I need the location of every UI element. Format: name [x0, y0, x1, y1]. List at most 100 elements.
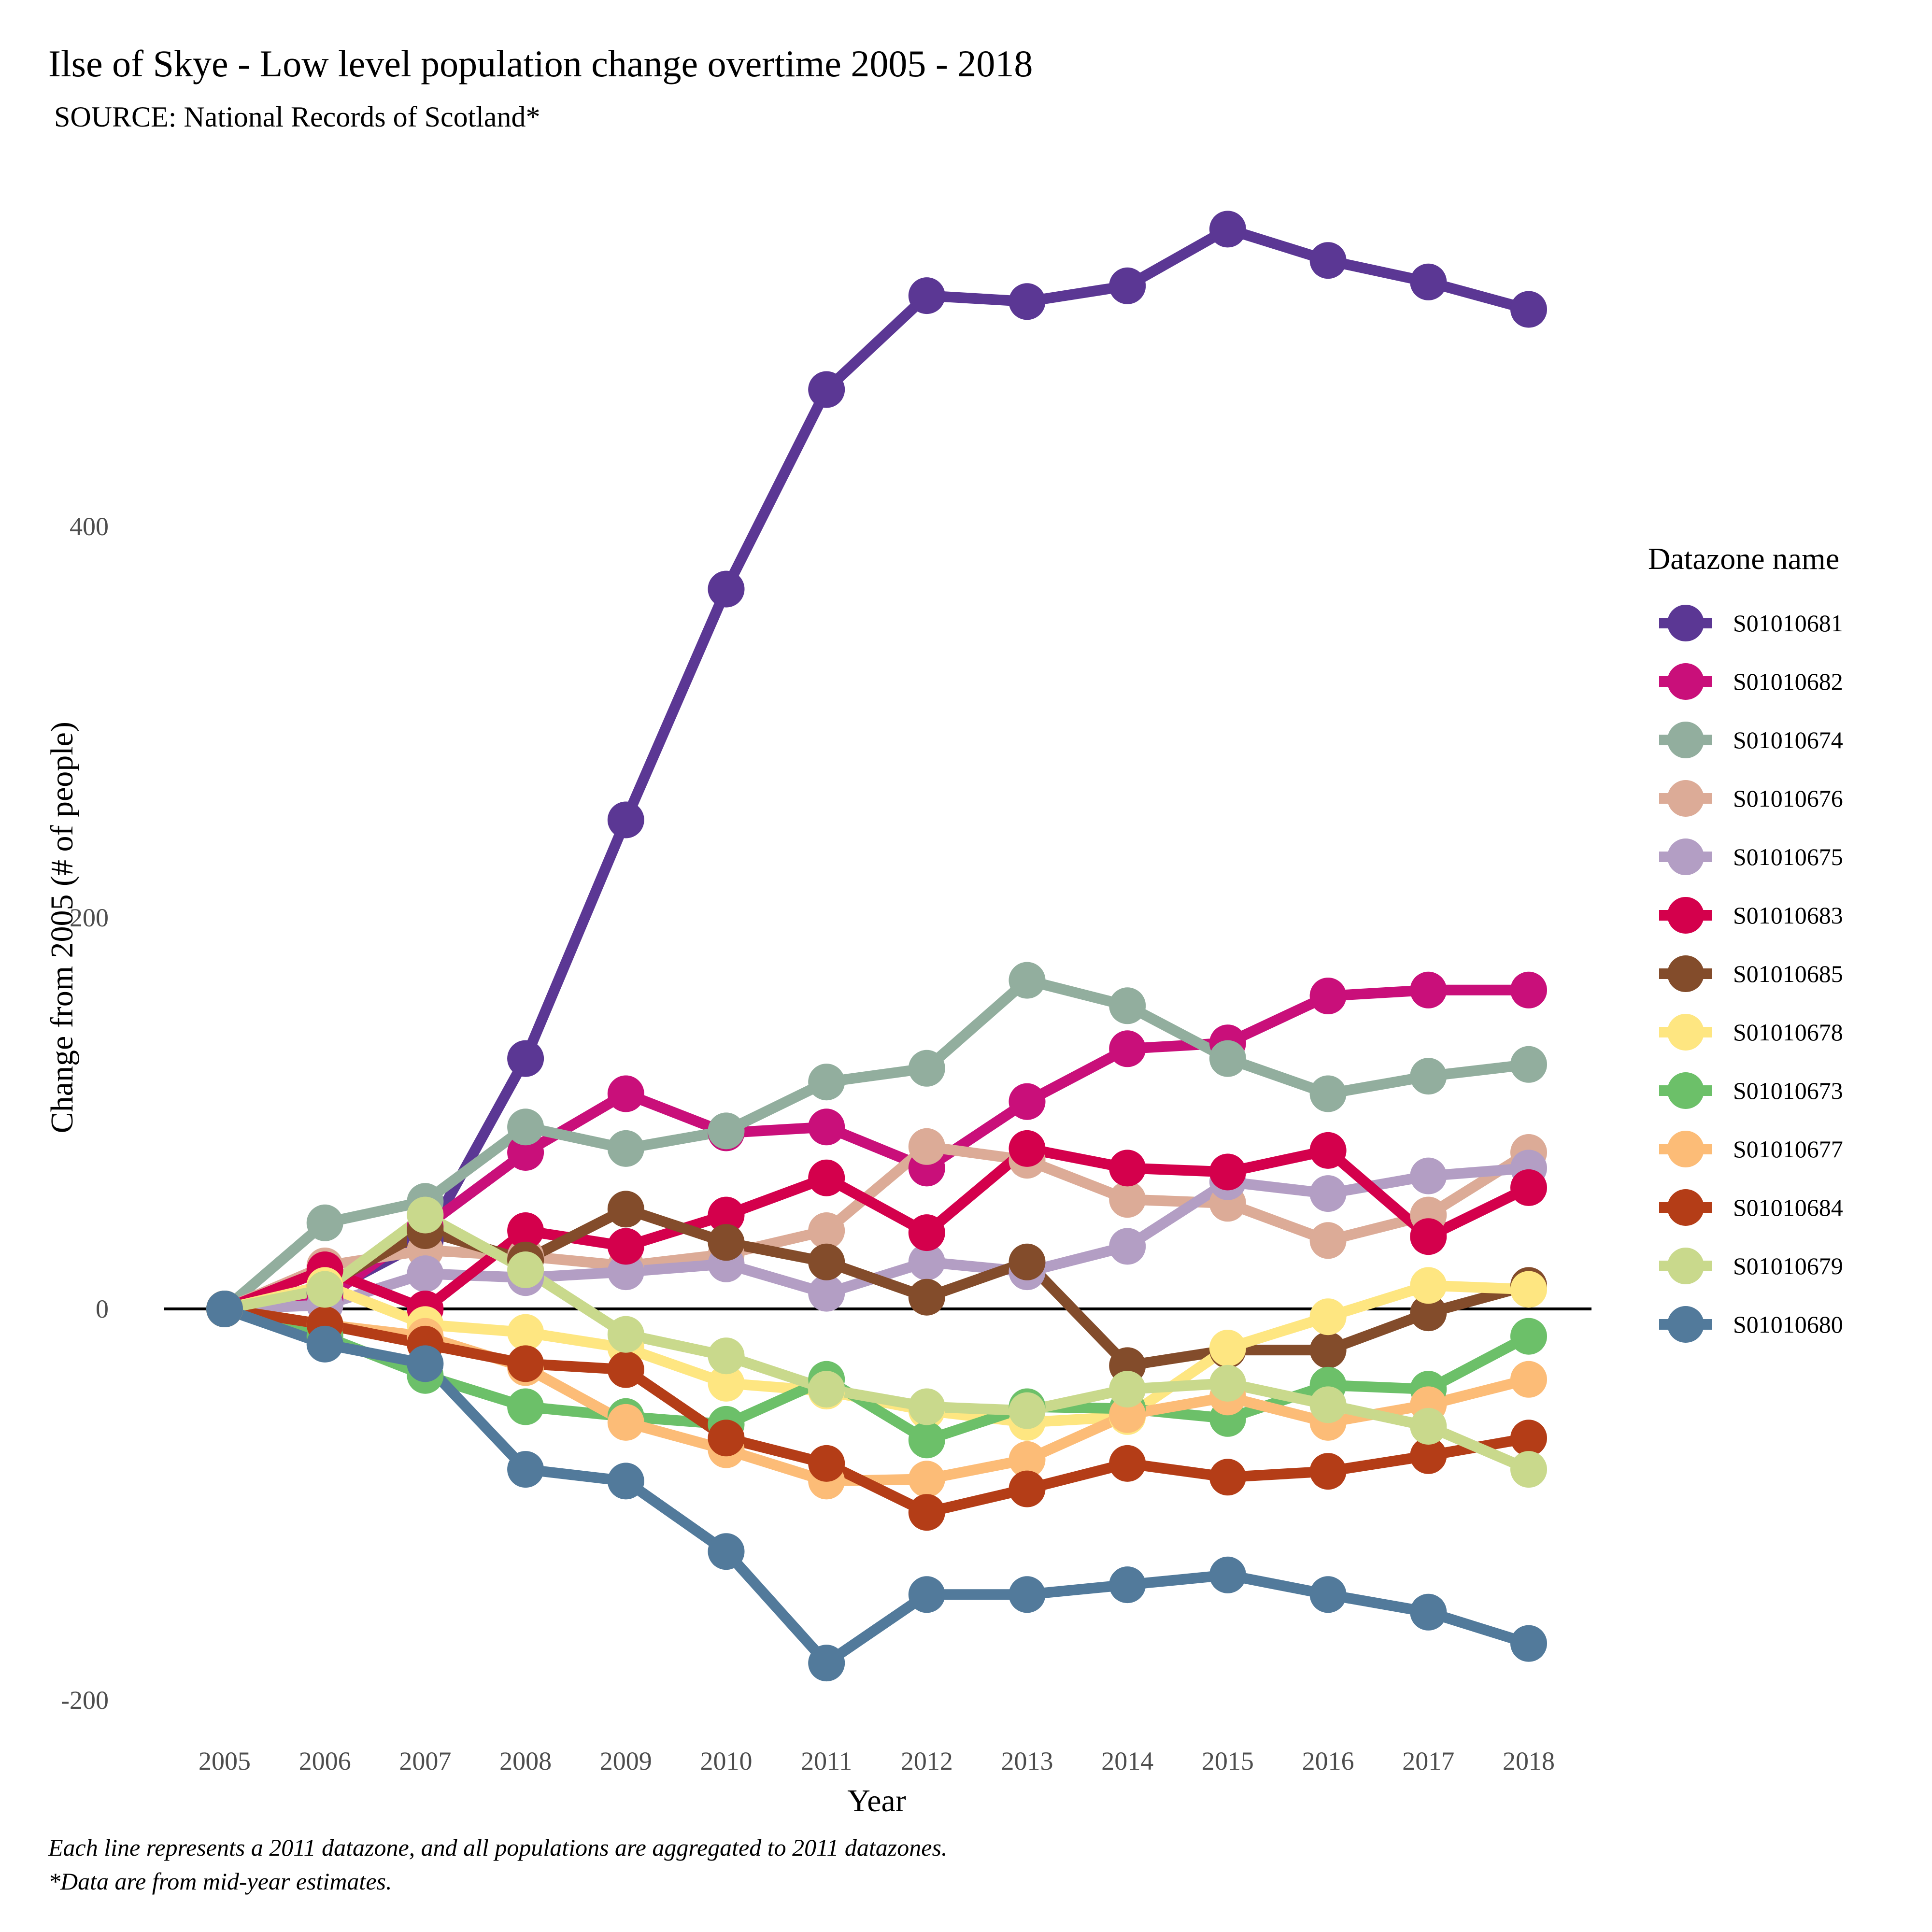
data-point-S01010683-2017: [1410, 1218, 1447, 1255]
data-point-S01010675-2016: [1309, 1175, 1347, 1212]
data-point-S01010679-2009: [607, 1316, 644, 1353]
legend-key-point: [1667, 1306, 1704, 1343]
data-point-S01010675-2017: [1410, 1157, 1447, 1194]
legend-item-S01010684: S01010684: [1659, 1189, 1843, 1226]
data-point-S01010684-2017: [1410, 1437, 1447, 1474]
caption-line-1: Each line represents a 2011 datazone, an…: [48, 1834, 947, 1861]
data-point-S01010676-2012: [908, 1128, 945, 1165]
data-point-S01010680-2009: [607, 1463, 644, 1500]
legend-item-S01010673: S01010673: [1659, 1072, 1843, 1109]
legend-item-S01010675: S01010675: [1659, 838, 1843, 875]
data-point-S01010678-2015: [1209, 1330, 1246, 1366]
legend-label: S01010683: [1733, 902, 1843, 929]
legend-key-point: [1667, 605, 1704, 641]
data-point-S01010684-2018: [1510, 1420, 1547, 1457]
data-point-S01010679-2015: [1209, 1364, 1246, 1402]
data-point-S01010681-2010: [708, 570, 745, 608]
chart-title: Ilse of Skye - Low level population chan…: [48, 43, 1033, 85]
data-point-S01010684-2009: [607, 1351, 644, 1388]
legend-key-point: [1667, 1072, 1704, 1109]
data-point-S01010677-2014: [1109, 1396, 1146, 1433]
legend-key-point: [1667, 1131, 1704, 1167]
legend-item-S01010674: S01010674: [1659, 722, 1843, 758]
legend-label: S01010676: [1733, 785, 1843, 812]
y-tick-label: 0: [96, 1294, 109, 1323]
data-point-S01010681-2011: [808, 371, 845, 408]
legend-label: S01010682: [1733, 668, 1843, 695]
data-point-S01010681-2016: [1309, 242, 1347, 279]
data-point-S01010680-2005: [206, 1291, 243, 1327]
data-point-S01010675-2007: [407, 1255, 444, 1293]
data-point-S01010679-2017: [1410, 1408, 1447, 1445]
legend-item-S01010679: S01010679: [1659, 1248, 1843, 1284]
data-point-S01010682-2018: [1510, 971, 1547, 1009]
data-point-S01010674-2017: [1410, 1058, 1447, 1095]
data-point-S01010677-2009: [607, 1404, 644, 1441]
x-tick-label: 2015: [1202, 1747, 1254, 1776]
data-point-S01010680-2012: [908, 1576, 945, 1613]
legend-label: S01010673: [1733, 1077, 1843, 1104]
series-lines: [219, 224, 1534, 1669]
data-point-S01010681-2012: [908, 277, 945, 314]
data-point-S01010683-2012: [908, 1214, 945, 1251]
data-point-S01010684-2016: [1309, 1453, 1347, 1490]
data-point-S01010680-2017: [1410, 1593, 1447, 1631]
data-point-S01010681-2017: [1410, 263, 1447, 300]
data-point-S01010677-2018: [1510, 1361, 1547, 1398]
data-point-S01010680-2008: [507, 1451, 544, 1488]
x-tick-label: 2018: [1503, 1747, 1555, 1776]
legend-label: S01010680: [1733, 1311, 1843, 1338]
legend-label: S01010677: [1733, 1136, 1843, 1163]
legend-item-S01010677: S01010677: [1659, 1131, 1843, 1167]
x-tick-label: 2017: [1402, 1747, 1454, 1776]
data-point-S01010675-2009: [607, 1253, 644, 1291]
data-point-S01010684-2008: [507, 1345, 544, 1382]
data-point-S01010680-2010: [708, 1533, 745, 1570]
legend-key-point: [1667, 838, 1704, 875]
data-point-S01010679-2006: [306, 1271, 343, 1308]
legend-label: S01010685: [1733, 960, 1843, 987]
data-point-S01010680-2014: [1109, 1566, 1146, 1604]
x-tick-label: 2006: [299, 1747, 351, 1776]
data-point-S01010683-2010: [708, 1196, 745, 1234]
data-point-S01010681-2015: [1209, 211, 1246, 248]
x-tick-label: 2014: [1101, 1747, 1153, 1776]
data-point-S01010674-2011: [808, 1064, 845, 1101]
data-point-S01010673-2012: [908, 1421, 945, 1459]
data-point-S01010679-2011: [808, 1371, 845, 1408]
y-tick-label: 200: [70, 903, 109, 932]
caption-line-2: *Data are from mid-year estimates.: [48, 1868, 392, 1895]
data-point-S01010679-2016: [1309, 1386, 1347, 1423]
data-point-S01010679-2008: [507, 1251, 544, 1288]
data-point-S01010673-2008: [507, 1388, 544, 1425]
data-point-S01010674-2014: [1109, 987, 1146, 1024]
y-axis-title: Change from 2005 (# of people): [44, 722, 80, 1133]
x-tick-label: 2013: [1001, 1747, 1053, 1776]
x-axis-title: Year: [847, 1783, 906, 1818]
data-point-S01010681-2014: [1109, 267, 1146, 304]
data-point-S01010681-2013: [1009, 283, 1046, 320]
legend-label: S01010675: [1733, 843, 1843, 870]
data-point-S01010680-2015: [1209, 1556, 1246, 1593]
data-point-S01010680-2018: [1510, 1625, 1547, 1662]
y-axis-ticks: -200 0 200 400: [61, 512, 109, 1715]
legend-label: S01010679: [1733, 1252, 1843, 1279]
legend-item-S01010682: S01010682: [1659, 663, 1843, 700]
data-point-S01010674-2012: [908, 1050, 945, 1087]
legend-item-S01010683: S01010683: [1659, 897, 1843, 934]
data-point-S01010680-2007: [407, 1345, 444, 1382]
data-point-S01010676-2016: [1309, 1222, 1347, 1259]
data-point-S01010682-2009: [607, 1075, 644, 1112]
legend-items: S01010681 S01010682 S01010674 S01010676 S010…: [1659, 605, 1843, 1343]
data-point-S01010685-2009: [607, 1191, 644, 1228]
data-point-S01010678-2017: [1410, 1267, 1447, 1304]
x-tick-label: 2012: [901, 1747, 953, 1776]
data-point-S01010683-2011: [808, 1159, 845, 1196]
data-point-S01010679-2013: [1009, 1392, 1046, 1429]
data-point-S01010674-2015: [1209, 1040, 1246, 1077]
x-tick-label: 2016: [1302, 1747, 1354, 1776]
data-point-S01010680-2011: [808, 1645, 845, 1682]
data-point-S01010676-2011: [808, 1212, 845, 1249]
plot-area: -200 0 200 400 2005 2006 2007 2008 2009 2010 2011…: [61, 211, 1591, 1776]
x-tick-label: 2010: [700, 1747, 752, 1776]
